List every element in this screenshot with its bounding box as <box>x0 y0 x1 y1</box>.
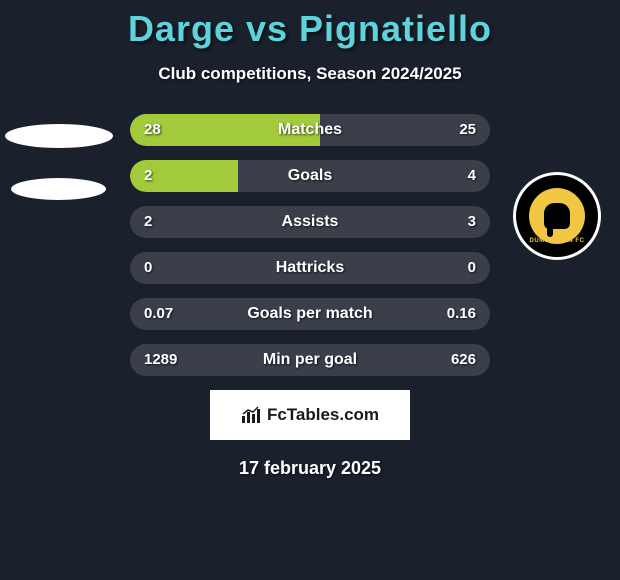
elephant-icon <box>544 203 570 229</box>
stat-right-value: 0 <box>468 252 476 284</box>
stat-row: 0Hattricks0 <box>130 252 490 284</box>
right-player-crest: DUMBARTON FC <box>505 120 615 230</box>
page-title: Darge vs Pignatiello <box>0 8 620 50</box>
stat-right-value: 25 <box>459 114 476 146</box>
stat-label: Goals per match <box>130 298 490 330</box>
brand-chart-icon <box>241 405 263 425</box>
crest-inner <box>529 188 585 244</box>
stat-row: 0.07Goals per match0.16 <box>130 298 490 330</box>
date-label: 17 february 2025 <box>0 458 620 479</box>
crest-shape <box>5 124 113 148</box>
stat-label: Min per goal <box>130 344 490 376</box>
stat-right-value: 4 <box>468 160 476 192</box>
brand-badge: FcTables.com <box>210 390 410 440</box>
stat-row: 2Assists3 <box>130 206 490 238</box>
stat-row: 2Goals4 <box>130 160 490 192</box>
stat-label: Assists <box>130 206 490 238</box>
stat-label: Hattricks <box>130 252 490 284</box>
crest-label: DUMBARTON FC <box>516 238 598 244</box>
stat-row: 1289Min per goal626 <box>130 344 490 376</box>
stat-row: 28Matches25 <box>130 114 490 146</box>
stat-right-value: 0.16 <box>447 298 476 330</box>
left-player-crest <box>5 120 115 230</box>
comparison-infographic: Darge vs Pignatiello Club competitions, … <box>0 0 620 580</box>
crest-shape <box>11 178 106 200</box>
subtitle: Club competitions, Season 2024/2025 <box>0 64 620 84</box>
stat-label: Matches <box>130 114 490 146</box>
stat-right-value: 626 <box>451 344 476 376</box>
stat-right-value: 3 <box>468 206 476 238</box>
stat-label: Goals <box>130 160 490 192</box>
brand-text: FcTables.com <box>267 405 379 425</box>
comparison-bars: 28Matches25 2Goals4 2Assists3 0Hattricks0 0.… <box>130 114 490 376</box>
